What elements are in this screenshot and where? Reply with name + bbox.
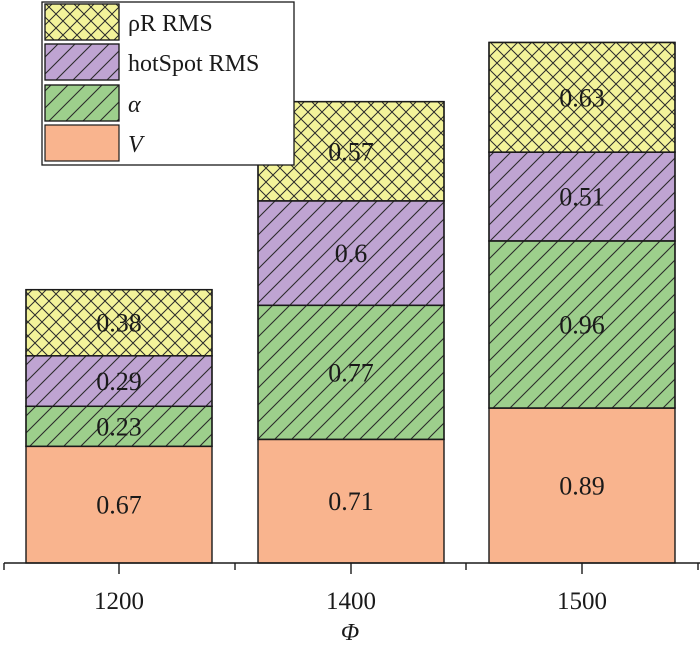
bar-segment <box>257 438 445 564</box>
legend-swatch-pattern <box>44 84 120 122</box>
data-label: 0.23 <box>96 412 142 441</box>
bar-segment-pattern <box>25 405 213 448</box>
data-label: 0.29 <box>96 367 142 396</box>
data-label: 0.57 <box>328 137 374 166</box>
data-label: 0.51 <box>559 183 605 212</box>
x-axis: 1200 1400 1500 <box>3 562 700 615</box>
data-label: 0.77 <box>328 358 374 387</box>
data-label: 0.63 <box>559 83 605 112</box>
bar-segment-pattern <box>257 304 445 441</box>
x-axis-title: Φ <box>341 620 359 646</box>
data-label: 0.6 <box>335 239 368 268</box>
x-tick-label: 1500 <box>557 588 607 615</box>
legend-swatch-pattern <box>44 3 120 41</box>
data-label: 0.67 <box>96 491 142 520</box>
data-label: 0.38 <box>96 309 142 338</box>
data-label: 0.71 <box>328 487 374 516</box>
legend-swatch <box>44 124 120 162</box>
legend-label: V <box>128 132 145 158</box>
legend-swatch-pattern <box>44 43 120 81</box>
bar-segment-pattern <box>488 151 676 242</box>
bar-segment-pattern <box>488 240 676 409</box>
bar-segment-pattern <box>25 355 213 408</box>
legend-label: hotSpot RMS <box>128 51 259 77</box>
data-label: 0.96 <box>559 310 605 339</box>
legend-label: α <box>128 92 141 118</box>
bar-segment-pattern <box>488 41 676 153</box>
legend-label: ρR RMS <box>128 11 213 37</box>
bar-segment-pattern <box>25 288 213 357</box>
bar-segment <box>25 445 213 564</box>
bar-segment-pattern <box>257 200 445 307</box>
x-tick-label: 1400 <box>326 588 376 615</box>
bar-segment <box>488 407 676 564</box>
bar-group: 0.67 0.23 0.29 0.38 0.71 0.77 0.6 0.57 0.89 0.96 0… <box>25 41 676 564</box>
legend: ρR RMS hotSpot RMS αV <box>41 1 295 166</box>
x-tick-label: 1200 <box>94 588 144 615</box>
data-label: 0.89 <box>559 472 605 501</box>
